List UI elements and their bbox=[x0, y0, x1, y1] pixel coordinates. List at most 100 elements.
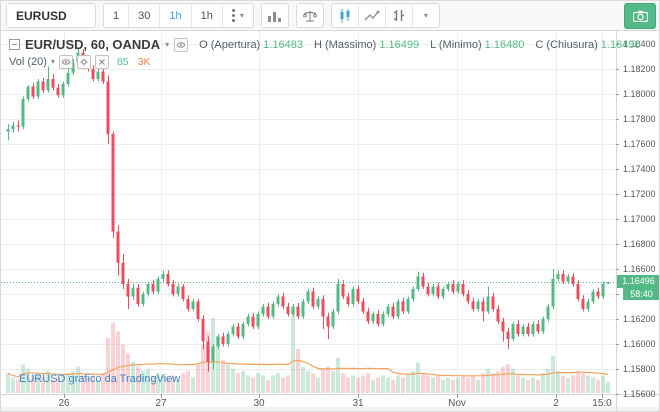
candle-body bbox=[391, 306, 395, 317]
candle-body bbox=[276, 296, 280, 304]
volume-bar bbox=[321, 368, 325, 393]
visibility-toggle-icon[interactable] bbox=[174, 37, 189, 52]
volume-bar bbox=[536, 379, 540, 393]
candle-body bbox=[156, 279, 160, 292]
candle-body bbox=[41, 81, 45, 91]
candle-body bbox=[346, 296, 350, 304]
price-tick-label: 1.16600 bbox=[623, 264, 656, 274]
collapse-legend-icon[interactable] bbox=[9, 39, 20, 50]
candle-body bbox=[436, 286, 440, 297]
volume-bar bbox=[246, 375, 250, 393]
snapshot-button[interactable] bbox=[624, 2, 656, 29]
candle-body bbox=[201, 319, 205, 342]
price-tick-label: 1.16000 bbox=[623, 339, 656, 349]
volume-bar bbox=[196, 364, 200, 393]
candle-body bbox=[421, 276, 425, 287]
candle-body bbox=[386, 306, 390, 314]
volume-bar bbox=[411, 371, 415, 393]
candle-body bbox=[406, 299, 410, 312]
price-tick-label: 1.17400 bbox=[623, 164, 656, 174]
candle-body bbox=[286, 306, 290, 314]
volume-bar bbox=[46, 371, 50, 393]
candle-body bbox=[176, 286, 180, 294]
eye-icon[interactable] bbox=[58, 54, 73, 69]
volume-bar bbox=[366, 373, 370, 393]
candle-body bbox=[601, 284, 605, 297]
volume-bar bbox=[66, 373, 70, 393]
symbol-input[interactable]: EURUSD bbox=[7, 4, 95, 27]
candle-body bbox=[331, 311, 335, 327]
line-style-button[interactable] bbox=[357, 4, 385, 27]
volume-bar bbox=[306, 371, 310, 393]
interval-more-menu[interactable]: ▾ bbox=[221, 4, 253, 27]
candle-body bbox=[581, 299, 585, 309]
volume-bar bbox=[296, 349, 300, 393]
interval-button-30m[interactable]: 30 bbox=[128, 4, 160, 27]
volume-study-label[interactable]: Vol (20) bbox=[9, 55, 47, 68]
volume-bar bbox=[596, 379, 600, 393]
candle-body bbox=[316, 299, 320, 307]
candle-body bbox=[371, 314, 375, 322]
chevron-down-icon: ▾ bbox=[423, 10, 428, 20]
candle-body bbox=[446, 284, 450, 289]
bars-style-button[interactable] bbox=[261, 4, 288, 27]
volume-bar bbox=[571, 375, 575, 393]
volume-bar bbox=[81, 375, 85, 393]
price-tick-label: 1.16200 bbox=[623, 314, 656, 324]
interval-button-1h[interactable]: 1h bbox=[190, 4, 222, 27]
time-tick-label: 2 bbox=[553, 398, 559, 409]
volume-bar bbox=[551, 355, 555, 393]
current-price-tag: 1.16496 bbox=[617, 275, 659, 288]
volume-bar bbox=[556, 371, 560, 393]
symbol-title[interactable]: EUR/USD, 60, OANDA bbox=[25, 37, 161, 52]
volume-bar bbox=[201, 344, 205, 393]
volume-bar bbox=[136, 366, 140, 393]
candle-body bbox=[46, 79, 50, 91]
volume-bar bbox=[111, 322, 115, 393]
candle-body bbox=[61, 84, 65, 96]
candle-body bbox=[516, 324, 520, 334]
candle-body bbox=[211, 346, 215, 362]
tradingview-attribution-link[interactable]: EURUSD grafico da TradingView bbox=[19, 373, 181, 385]
price-tick-label: 1.15800 bbox=[623, 364, 656, 374]
gear-icon[interactable] bbox=[76, 54, 91, 69]
volume-bar bbox=[6, 373, 10, 393]
volume-legend: Vol (20) ▾ 85 3K bbox=[9, 54, 150, 69]
style-dropdown-button[interactable]: ▾ bbox=[411, 4, 439, 27]
volume-bar bbox=[476, 379, 480, 393]
chevron-down-icon[interactable]: ▾ bbox=[50, 56, 55, 66]
volume-bar bbox=[436, 375, 440, 393]
volume-bar bbox=[91, 375, 95, 393]
candle-body bbox=[166, 274, 170, 284]
candle-body bbox=[21, 99, 25, 127]
candle-body bbox=[541, 319, 545, 332]
candle-body bbox=[456, 284, 460, 292]
candle-body bbox=[356, 289, 360, 302]
volume-bar bbox=[41, 377, 45, 393]
candle-body bbox=[246, 316, 250, 324]
candle-body bbox=[256, 314, 260, 327]
compare-button[interactable] bbox=[296, 4, 323, 27]
candle-body bbox=[531, 324, 535, 334]
candle-body bbox=[186, 299, 190, 309]
candle-body bbox=[396, 301, 400, 317]
volume-bar bbox=[266, 379, 270, 393]
chevron-down-icon[interactable]: ▾ bbox=[165, 39, 170, 49]
style-extra-button[interactable] bbox=[384, 4, 412, 27]
candle-body bbox=[16, 125, 20, 127]
candles-style-button-active[interactable] bbox=[331, 4, 358, 27]
candle-body bbox=[236, 326, 240, 337]
candle-body bbox=[141, 294, 145, 304]
volume-bar bbox=[76, 366, 80, 393]
candle-body bbox=[586, 301, 590, 309]
close-icon[interactable] bbox=[94, 54, 109, 69]
candle-body bbox=[461, 284, 465, 294]
interval-button-1h-active[interactable]: 1h bbox=[159, 4, 191, 27]
volume-bar bbox=[191, 377, 195, 393]
volume-bar bbox=[126, 353, 130, 393]
interval-button-1m[interactable]: 1 bbox=[104, 4, 129, 27]
volume-bar bbox=[446, 377, 450, 393]
time-tick-label: 27 bbox=[155, 398, 167, 409]
volume-bar bbox=[486, 368, 490, 393]
